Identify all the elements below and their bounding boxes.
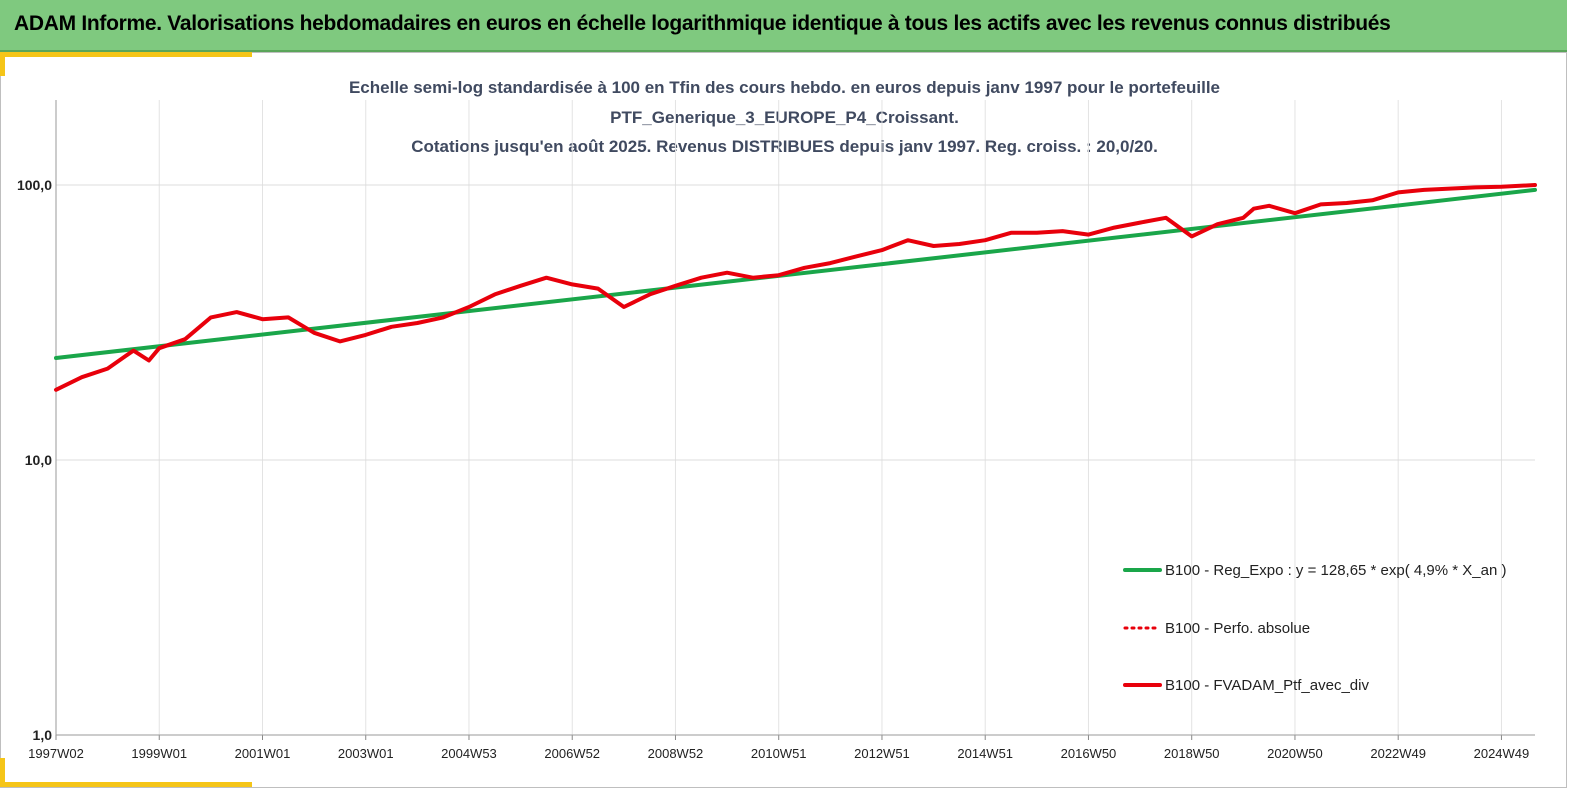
chart-title-line-1: Echelle semi-log standardisée à 100 en T… (348, 78, 1221, 97)
x-tick-label: 2024W49 (1474, 746, 1530, 761)
regression-line (54, 187, 1537, 360)
x-tick-label: 2020W50 (1267, 746, 1323, 761)
x-tick-label: 1997W02 (28, 746, 84, 761)
accent-bar-left-top (0, 52, 5, 76)
portfolio-line (54, 183, 1537, 392)
accent-bar-left-bottom (0, 758, 5, 787)
y-tick-label: 1,0 (33, 727, 53, 743)
x-tick-label: 2008W52 (648, 746, 704, 761)
x-tick-label: 2006W52 (544, 746, 600, 761)
header-banner: ADAM Informe. Valorisations hebdomadaire… (0, 0, 1567, 52)
y-tick-label: 10,0 (25, 452, 52, 468)
x-tick-label: 1999W01 (131, 746, 187, 761)
y-tick-label: 100,0 (17, 177, 52, 193)
x-tick-label: 2018W50 (1164, 746, 1220, 761)
accent-bar-top (0, 52, 252, 57)
x-tick-label: 2016W50 (1061, 746, 1117, 761)
banner-title: ADAM Informe. Valorisations hebdomadaire… (14, 12, 1391, 35)
x-tick-label: 2022W49 (1370, 746, 1426, 761)
legend-label: B100 - Perfo. absolue (1165, 620, 1310, 637)
x-tick-label: 2012W51 (854, 746, 910, 761)
x-tick-label: 2001W01 (235, 746, 291, 761)
x-tick-label: 2010W51 (751, 746, 807, 761)
chart-frame (0, 52, 1567, 788)
x-tick-label: 2014W51 (957, 746, 1013, 761)
legend-label: B100 - FVADAM_Ptf_avec_div (1165, 677, 1369, 694)
accent-bar-bottom (0, 782, 252, 787)
x-tick-label: 2003W01 (338, 746, 394, 761)
chart-title-line-2: PTF_Generique_3_EUROPE_P4_Croissant. (610, 108, 959, 127)
legend-label: B100 - Reg_Expo : y = 128,65 * exp( 4,9%… (1165, 562, 1506, 579)
chart-title-line-3: Cotations jusqu'en août 2025. Revenus DI… (411, 137, 1158, 156)
x-tick-label: 2004W53 (441, 746, 497, 761)
